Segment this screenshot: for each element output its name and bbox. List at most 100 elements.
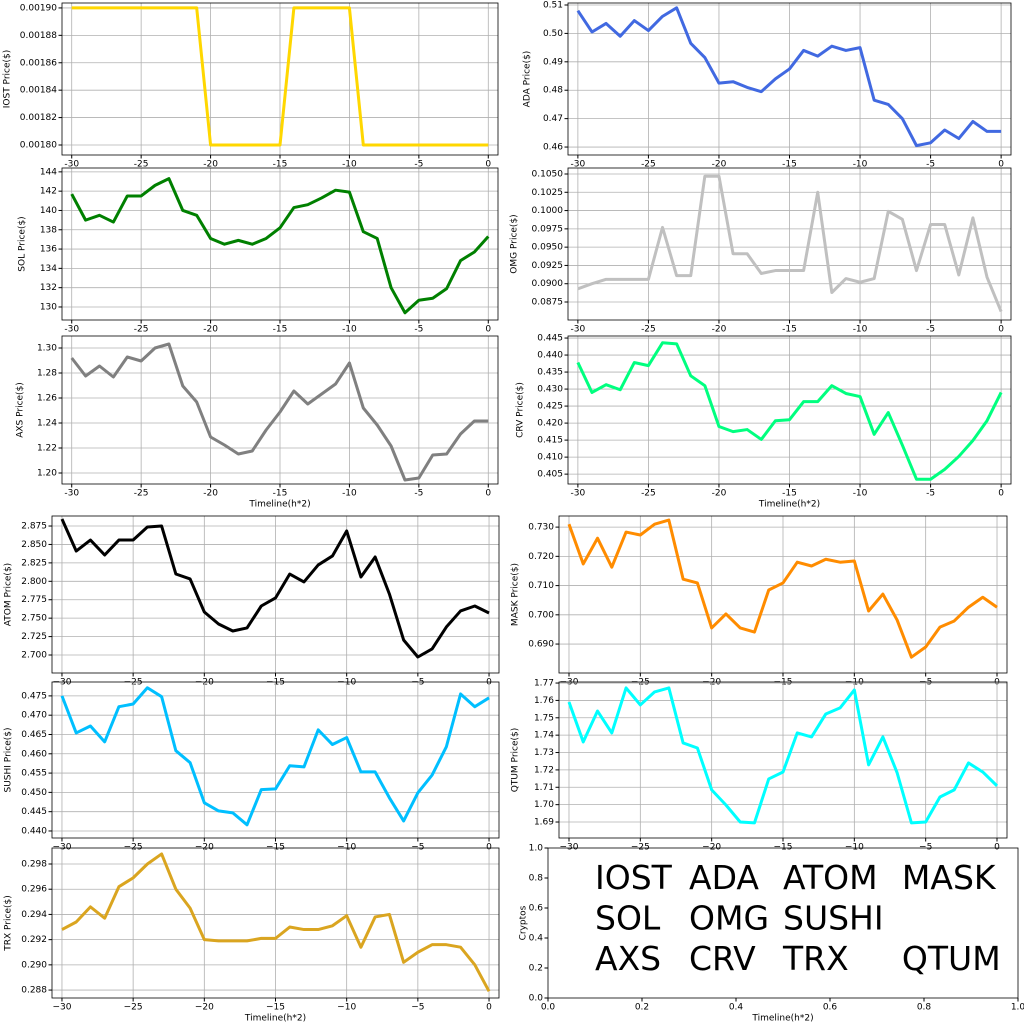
crypto-name: MASK	[902, 858, 997, 897]
x-tick-label: −10	[337, 1003, 356, 1013]
price-line	[61, 852, 491, 993]
y-tick-label: 2.700	[21, 651, 47, 661]
x-tick-label: -5	[414, 325, 423, 335]
x-tick-label: -15	[273, 325, 288, 335]
x-tick-label: -30	[571, 489, 586, 499]
y-tick-label: 0.0950	[532, 243, 564, 253]
axes-frame	[61, 2, 499, 156]
x-tick-label: -20	[203, 325, 218, 335]
x-tick-label: −30	[52, 1003, 71, 1013]
y-tick-label: 0.1000	[532, 206, 564, 216]
y-axis-label: Cryptos	[519, 905, 529, 940]
y-tick-label: 1.76	[534, 696, 554, 706]
price-line	[576, 341, 1003, 481]
price-line	[60, 686, 490, 827]
y-tick-label: 2.875	[21, 522, 47, 532]
y-tick-label: 0.440	[537, 351, 563, 361]
x-tick-label: 0	[485, 489, 491, 499]
y-tick-label: 0.415	[537, 436, 563, 446]
price-line	[567, 686, 999, 825]
y-tick-label: 0.410	[537, 453, 563, 463]
x-tick-label: −25	[124, 1003, 143, 1013]
x-tick-label: -30	[571, 325, 586, 335]
y-tick-label: 138	[40, 225, 57, 235]
y-tick-label: 132	[40, 283, 57, 293]
y-tick-label: 1.71	[534, 783, 554, 793]
x-axis-label: Timeline(h*2)	[758, 500, 820, 510]
y-tick-label: 0.292	[21, 935, 47, 945]
y-tick-label: 0.455	[21, 769, 47, 779]
y-tick-label: 1.24	[37, 419, 57, 429]
x-tick-label: -25	[641, 160, 656, 170]
y-tick-label: 0.00182	[20, 113, 57, 123]
crypto-name: QTUM	[902, 939, 1001, 978]
x-tick-label: -25	[134, 489, 149, 499]
price-line	[70, 342, 489, 482]
y-axis-label: ADA Price($)	[523, 51, 533, 108]
x-tick-label: -25	[134, 325, 149, 335]
x-tick-label: -20	[712, 160, 727, 170]
axes-frame	[51, 681, 500, 839]
y-tick-label: 0.6	[529, 904, 544, 914]
axes-frame	[51, 515, 500, 674]
x-tick-label: -5	[926, 160, 935, 170]
x-tick-label: -20	[712, 325, 727, 335]
y-tick-label: 0.4	[529, 934, 544, 944]
y-tick-label: 0.425	[537, 402, 563, 412]
y-tick-label: 1.75	[534, 713, 554, 723]
y-tick-label: 0.710	[528, 581, 554, 591]
y-tick-label: 1.73	[534, 748, 554, 758]
y-tick-label: 0.690	[528, 640, 554, 650]
y-tick-label: 1.22	[37, 444, 57, 454]
y-tick-label: 1.77	[534, 679, 554, 689]
crypto-name: IOST	[595, 858, 673, 897]
y-tick-label: 0.440	[21, 826, 47, 836]
y-tick-label: 142	[40, 187, 57, 197]
y-axis-label: SUSHI Price($)	[4, 728, 14, 793]
y-axis-label: SOL Price($)	[18, 216, 28, 271]
y-tick-label: 0.48	[543, 86, 563, 96]
y-tick-label: 0.700	[528, 610, 554, 620]
axes-frame	[51, 847, 500, 999]
x-tick-label: -10	[342, 325, 357, 335]
axes-frame	[567, 335, 1012, 485]
y-tick-label: 1.0	[529, 844, 544, 854]
y-axis-label: QTUM Price($)	[511, 728, 521, 793]
y-tick-label: 0.00190	[20, 3, 57, 13]
y-axis-label: MASK Price($)	[511, 563, 521, 626]
y-tick-label: 2.850	[21, 540, 47, 550]
x-tick-label: 0	[998, 160, 1004, 170]
y-tick-label: 0.298	[21, 860, 47, 870]
crypto-name: ATOM	[783, 858, 878, 897]
y-tick-label: 2.725	[21, 632, 47, 642]
x-tick-label: −15	[266, 843, 285, 853]
x-tick-label: −5	[919, 843, 932, 853]
y-axis-label: OMG Price($)	[510, 214, 520, 273]
x-tick-label: −20	[702, 843, 721, 853]
y-tick-label: 0.51	[543, 0, 563, 10]
y-axis-label: IOST Price($)	[3, 50, 13, 109]
x-axis-label: Timeline(h*2)	[751, 1014, 813, 1024]
x-tick-label: 0.8	[917, 1003, 932, 1013]
y-tick-label: 0.460	[21, 749, 47, 759]
y-tick-label: 0.435	[537, 368, 563, 378]
price-line	[60, 518, 490, 659]
y-tick-label: 2.800	[21, 577, 47, 587]
x-tick-label: −20	[195, 843, 214, 853]
axes-frame	[558, 515, 1008, 674]
y-tick-label: 1.20	[37, 469, 57, 479]
x-tick-label: -30	[571, 160, 586, 170]
y-tick-label: 0.465	[21, 730, 47, 740]
x-tick-label: −15	[774, 843, 793, 853]
y-axis-label: AXS Price($)	[16, 382, 26, 438]
y-tick-label: 0.00186	[20, 58, 57, 68]
x-tick-label: 0	[994, 843, 1000, 853]
y-tick-label: 0.1050	[532, 169, 564, 179]
y-tick-label: 0.445	[21, 807, 47, 817]
x-tick-label: 0	[485, 160, 491, 170]
x-tick-label: −5	[411, 1003, 424, 1013]
y-tick-label: 1.72	[534, 765, 554, 775]
y-tick-label: 0.0975	[532, 224, 564, 234]
x-tick-label: -5	[414, 160, 423, 170]
